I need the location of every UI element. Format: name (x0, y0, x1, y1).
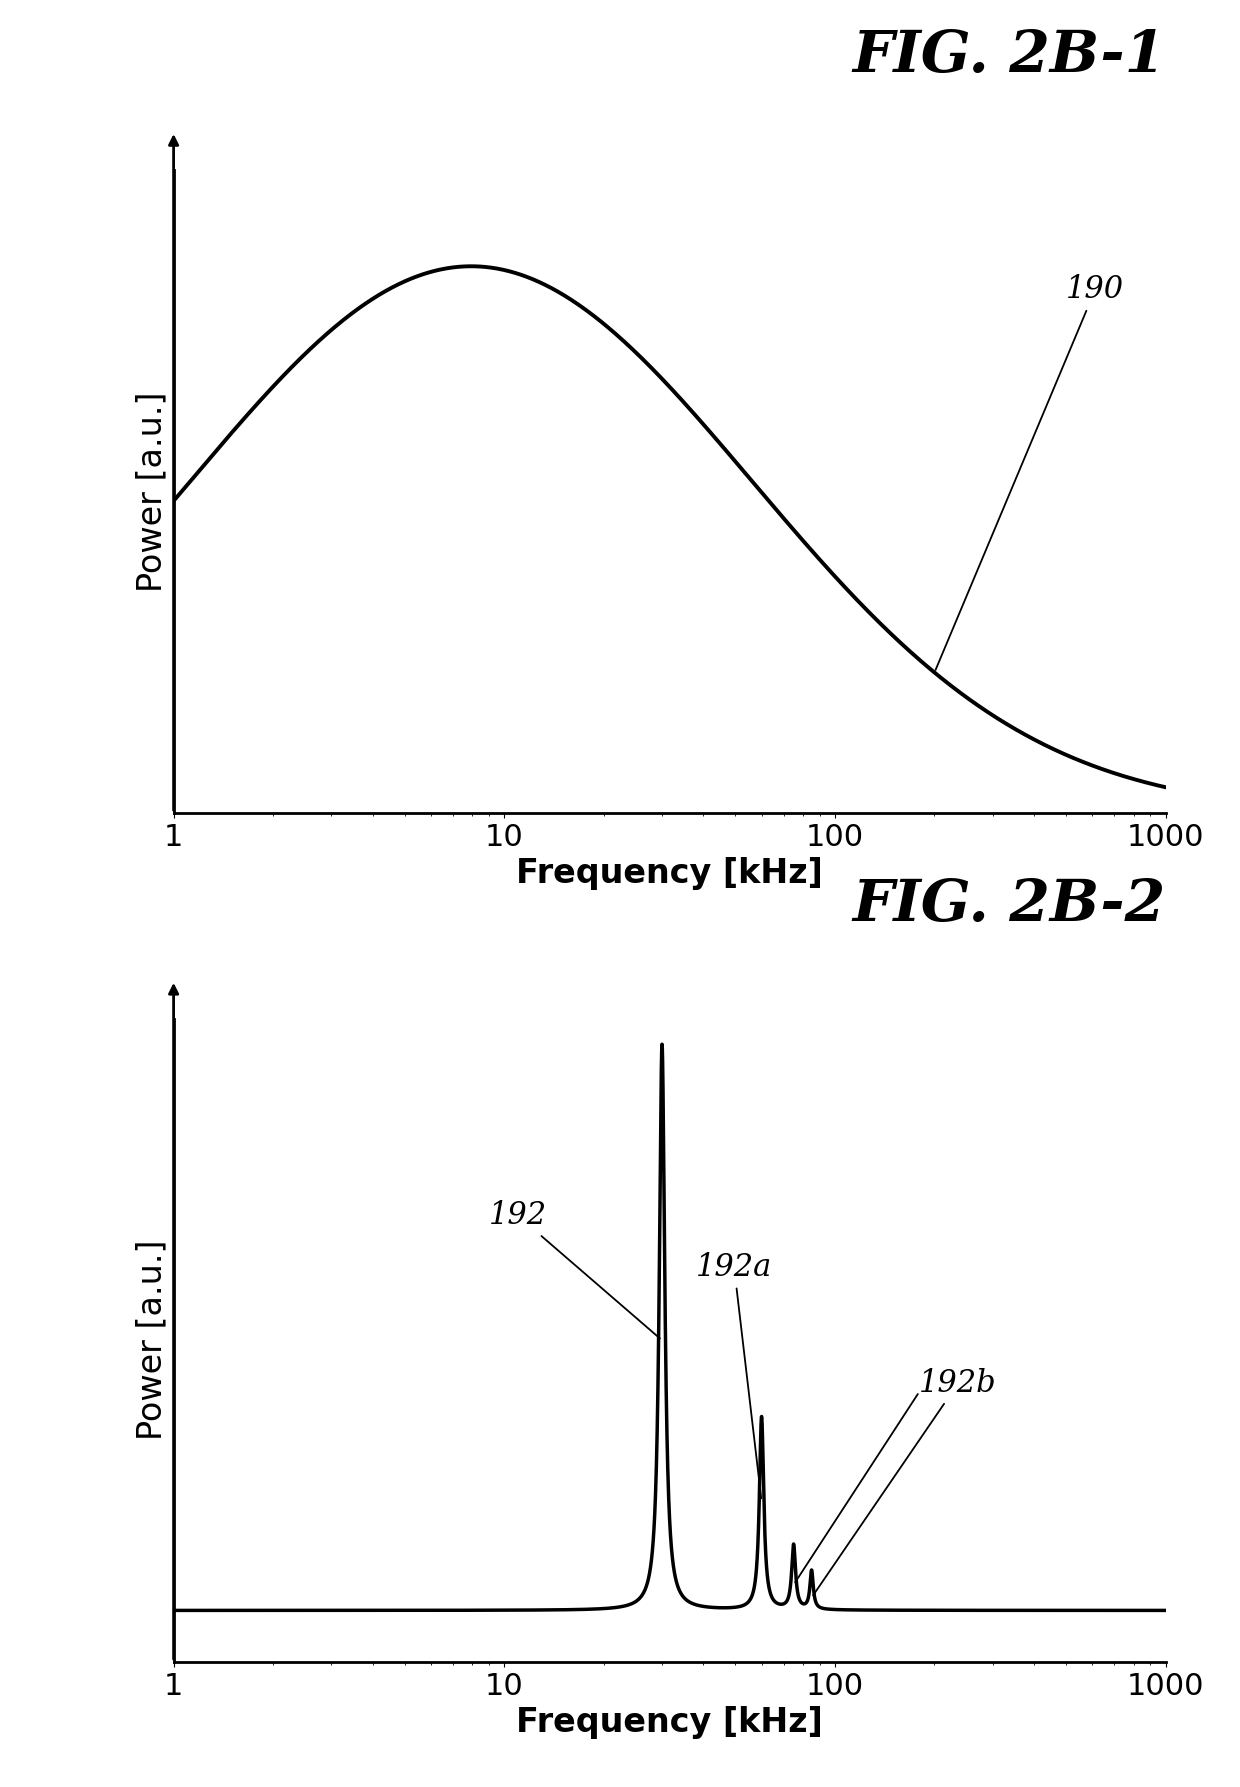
Text: 190: 190 (935, 275, 1125, 670)
Text: 192a: 192a (696, 1253, 773, 1498)
X-axis label: Frequency [kHz]: Frequency [kHz] (516, 1707, 823, 1739)
Y-axis label: Power [a.u.]: Power [a.u.] (135, 391, 169, 591)
Y-axis label: Power [a.u.]: Power [a.u.] (135, 1240, 169, 1440)
Text: 192b: 192b (813, 1367, 997, 1596)
Text: FIG. 2B-2: FIG. 2B-2 (852, 877, 1166, 933)
Text: 192: 192 (489, 1201, 660, 1338)
Text: FIG. 2B-1: FIG. 2B-1 (852, 29, 1166, 84)
X-axis label: Frequency [kHz]: Frequency [kHz] (516, 858, 823, 890)
